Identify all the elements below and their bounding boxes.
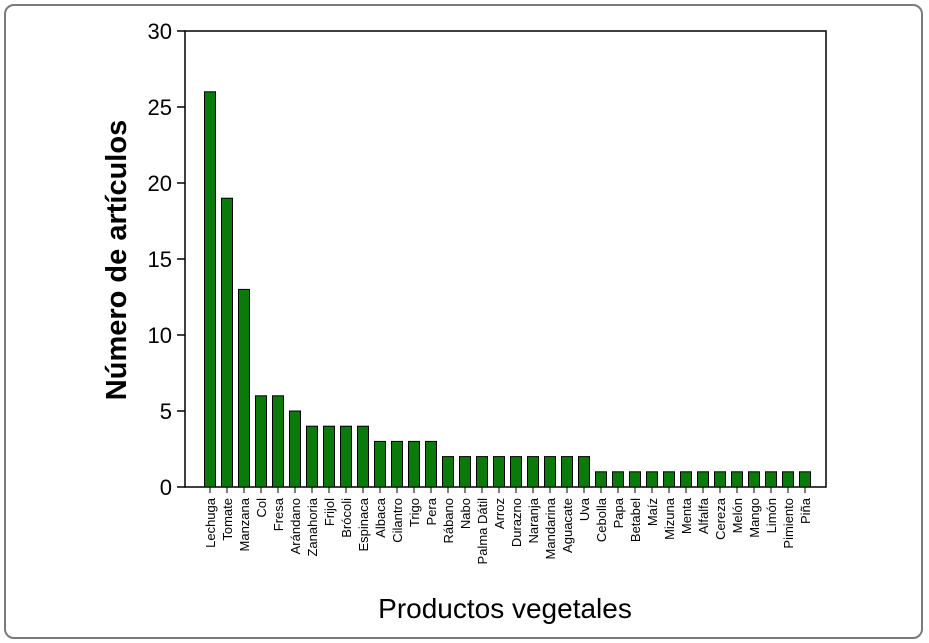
x-tick-label: Tomate [220,498,235,541]
x-tick-label: Pera [424,497,439,525]
x-tick-label: Arándano [288,498,303,554]
bar-31 [731,471,743,488]
x-tick-label: Durazno [509,498,524,547]
chart-frame [4,4,923,639]
bar-35 [799,471,811,488]
bar-4 [272,395,284,488]
y-tick-label: 5 [160,399,172,424]
bar-8 [340,425,352,488]
bars-group [204,91,811,488]
x-tick-label: Menta [679,497,694,534]
bar-17 [493,456,505,488]
bar-12 [408,440,420,488]
bar-33 [765,471,777,488]
bar-2 [238,288,250,488]
bar-21 [561,456,573,488]
bar-19 [527,456,539,488]
x-tick-label: Frijol [322,498,337,526]
x-tick-label: Melón [730,498,745,533]
x-tick-label: Nabo [458,498,473,529]
x-tick-label: Naranja [526,497,541,543]
bar-29 [697,471,709,488]
x-tick-label: Mandarina [543,497,558,559]
x-tick-label: Fresa [271,497,286,531]
bar-1 [221,197,233,488]
bar-9 [357,425,369,488]
y-tick-label: 15 [148,247,172,272]
x-tick-label: Trigo [407,498,422,527]
x-tick-label: Uva [577,497,592,521]
bar-16 [476,456,488,488]
bar-0 [204,91,216,488]
x-axis-title: Productos vegetales [378,593,632,624]
bar-10 [374,440,386,488]
bar-6 [306,425,318,488]
bar-13 [425,440,437,488]
bar-3 [255,395,267,488]
y-axis-title: Número de artículos [101,120,133,400]
x-tick-label: Espinaca [356,497,371,551]
y-tick-label: 0 [160,475,172,500]
x-tick-label: Pimiento [781,498,796,549]
x-tick-label: Cilantro [390,498,405,543]
y-axis-ticks: 0 5 10 15 20 25 30 [148,19,185,500]
y-tick-label: 20 [148,171,172,196]
bar-14 [442,456,454,488]
bar-34 [782,471,794,488]
bar-22 [578,456,590,488]
bar-30 [714,471,726,488]
x-tick-label: Betabel [628,498,643,542]
x-tick-label: Albaca [373,497,388,538]
y-tick-label: 30 [148,19,172,44]
x-tick-label: Zanahoria [305,497,320,556]
x-tick-label: Rábano [441,498,456,544]
x-tick-label: Manzana [237,497,252,551]
x-tick-label: Piña [798,497,813,524]
x-tick-label: Papa [611,497,626,528]
bar-28 [680,471,692,488]
bar-11 [391,440,403,488]
x-tick-label: Palma Dátil [475,498,490,565]
bar-7 [323,425,335,488]
x-axis-ticks: Lechuga Tomate Manzana Col Fresa Arándano Zana… [203,487,813,564]
bar-20 [544,456,556,488]
bar-26 [646,471,658,488]
bar-27 [663,471,675,488]
x-tick-label: Cebolla [594,497,609,542]
bar-24 [612,471,624,488]
x-tick-label: Alfalfa [696,497,711,534]
x-tick-label: Cereza [713,497,728,540]
bar-25 [629,471,641,488]
x-tick-label: Mizuna [662,497,677,540]
x-tick-label: Col [254,498,269,518]
y-tick-label: 10 [148,323,172,348]
x-tick-label: Maíz [645,498,660,526]
x-tick-label: Mango [747,498,762,538]
x-tick-label: Brócoli [339,498,354,538]
bar-23 [595,471,607,488]
x-tick-label: Lechuga [203,497,218,548]
bar-15 [459,456,471,488]
bar-5 [289,410,301,488]
x-tick-label: Limón [764,498,779,533]
bar-32 [748,471,760,488]
x-tick-label: Aguacate [560,498,575,553]
x-tick-label: Arroz [492,498,507,529]
bar-18 [510,456,522,488]
y-tick-label: 25 [148,95,172,120]
